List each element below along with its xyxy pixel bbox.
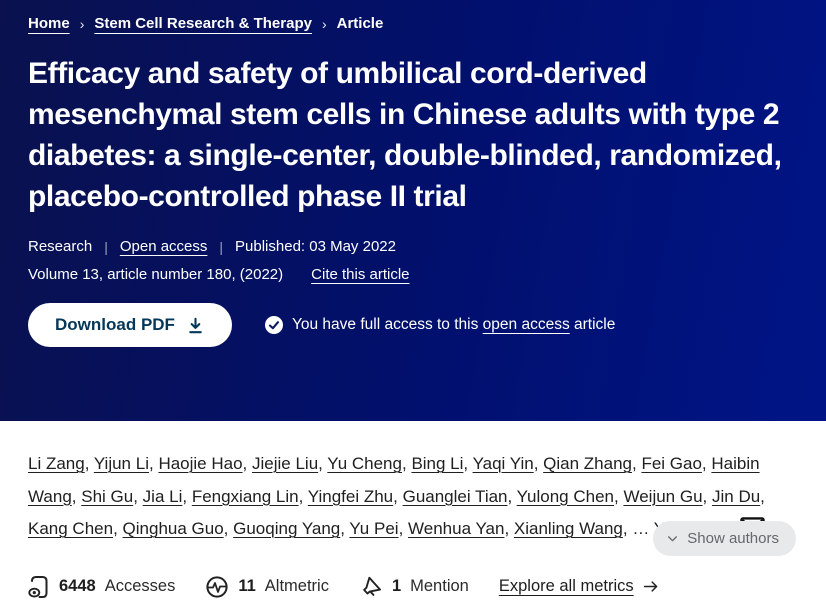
metrics-bar: 6448 Accesses 11 Altmetric (28, 575, 798, 599)
breadcrumb-home-link[interactable]: Home (28, 15, 70, 32)
author-separator: , (622, 519, 633, 538)
author-separator: , (631, 454, 642, 473)
author-link[interactable]: Jia Li (142, 486, 183, 506)
author-link[interactable]: Kang Chen (28, 519, 114, 538)
author-separator: , (702, 486, 712, 506)
author-link[interactable]: Wenhua Yan (408, 519, 505, 538)
hero-actions: Download PDF You have full access to thi… (28, 303, 798, 347)
authors-paragraph: Li Zang, Yijun Li, Haojie Hao, Jiejie Li… (28, 448, 798, 556)
author-link[interactable]: Jin Du (711, 486, 761, 506)
article-content: Li Zang, Yijun Li, Haojie Hao, Jiejie Li… (0, 421, 826, 599)
author-separator: , (760, 486, 765, 506)
article-type-label: Research (28, 238, 93, 255)
author-separator: , (340, 519, 350, 538)
author-link[interactable]: Guoqing Yang (233, 519, 341, 538)
author-separator: , (393, 486, 403, 506)
author-separator: , (398, 519, 409, 538)
author-link[interactable]: Jiejie Liu (252, 454, 319, 473)
article-meta-row: Research | Open access | Published: 03 M… (28, 238, 798, 255)
author-link[interactable]: Yu Pei (349, 519, 399, 538)
open-access-link[interactable]: Open access (119, 238, 208, 255)
altmetric-metric: 11 Altmetric (205, 575, 329, 599)
access-note-suffix: article (574, 316, 616, 333)
author-link[interactable]: Qinghua Guo (122, 519, 224, 538)
meta-divider: | (219, 238, 224, 255)
published-date: Published: 03 May 2022 (235, 238, 396, 255)
accesses-count: 6448 (59, 577, 96, 595)
explore-all-metrics-label: Explore all metrics (498, 577, 634, 595)
explore-all-metrics-link[interactable]: Explore all metrics (499, 577, 659, 596)
access-note: You have full access to this open access… (264, 316, 615, 334)
author-separator: , (113, 519, 123, 538)
altmetric-icon (205, 575, 229, 599)
author-link[interactable]: Guanglei Tian (402, 486, 508, 506)
author-separator: , (318, 454, 328, 473)
author-separator: , (507, 486, 517, 506)
author-separator: , (701, 454, 712, 473)
check-circle-icon (264, 316, 283, 334)
volume-row: Volume 13, article number 180, (2022) Ci… (28, 266, 798, 283)
author-link[interactable]: Fei Gao (641, 454, 702, 473)
author-separator: , (504, 519, 514, 538)
show-authors-label: Show authors (687, 529, 779, 547)
author-link[interactable]: Shi Gu (81, 486, 134, 506)
mention-icon (359, 575, 383, 599)
author-link[interactable]: Li Zang (28, 454, 85, 473)
accesses-metric: 6448 Accesses (28, 575, 175, 599)
accesses-label: Accesses (104, 577, 176, 595)
author-link[interactable]: Qian Zhang (543, 454, 632, 473)
access-note-open-access-link[interactable]: open access (482, 316, 570, 333)
author-separator: , (614, 486, 624, 506)
author-ellipsis: … (632, 519, 650, 538)
author-link[interactable]: Yulong Chen (516, 486, 615, 506)
author-separator: , (533, 454, 544, 473)
author-separator: , (242, 454, 252, 473)
altmetric-count: 11 (238, 577, 256, 595)
author-link[interactable]: Yaqi Yin (472, 454, 534, 473)
meta-divider: | (104, 238, 108, 255)
author-separator: , (133, 486, 143, 506)
cite-article-link[interactable]: Cite this article (311, 266, 410, 283)
accesses-icon (28, 575, 50, 599)
volume-info: Volume 13, article number 180, (2022) (28, 266, 284, 283)
breadcrumb: Home › Stem Cell Research & Therapy › Ar… (28, 15, 798, 32)
access-note-prefix: You have full access to this (291, 316, 479, 333)
author-link[interactable]: Fengxiang Lin (191, 486, 299, 506)
breadcrumb-current: Article (336, 15, 384, 32)
author-separator: , (401, 454, 412, 473)
author-link[interactable]: Yijun Li (93, 454, 149, 473)
author-link[interactable]: Yu Cheng (327, 454, 402, 473)
download-icon (186, 316, 205, 335)
download-pdf-button[interactable]: Download PDF (28, 303, 232, 347)
author-separator: , (182, 486, 192, 506)
breadcrumb-separator-icon: › (79, 15, 85, 32)
mention-label: Mention (410, 577, 469, 595)
chevron-down-icon (666, 532, 679, 545)
altmetric-label: Altmetric (264, 577, 329, 595)
author-separator: , (298, 486, 308, 506)
author-separator: , (84, 454, 94, 473)
access-note-text: You have full access to this open access… (292, 316, 615, 334)
author-link[interactable]: Yingfei Zhu (307, 486, 394, 506)
page-title: Efficacy and safety of umbilical cord-de… (28, 57, 782, 213)
breadcrumb-journal-link[interactable]: Stem Cell Research & Therapy (94, 15, 312, 32)
author-separator: , (223, 519, 234, 538)
author-separator: , (148, 454, 159, 473)
article-hero: Home › Stem Cell Research & Therapy › Ar… (0, 0, 826, 421)
author-link[interactable]: Haibin Wang (28, 454, 760, 506)
author-link[interactable]: Xianling Wang (513, 519, 623, 538)
show-authors-button[interactable]: Show authors (653, 520, 796, 556)
author-link[interactable]: Haojie Hao (158, 454, 243, 473)
author-separator: , (463, 454, 473, 473)
author-list: Li Zang, Yijun Li, Haojie Hao, Jiejie Li… (28, 454, 765, 538)
author-separator: , (71, 486, 82, 506)
author-link[interactable]: Weijun Gu (623, 486, 703, 506)
mention-metric: 1 Mention (359, 575, 469, 599)
arrow-right-icon (643, 579, 659, 594)
breadcrumb-separator-icon: › (321, 15, 327, 32)
author-link[interactable]: Bing Li (411, 454, 464, 473)
download-pdf-label: Download PDF (55, 315, 175, 334)
mention-count: 1 (391, 577, 402, 595)
